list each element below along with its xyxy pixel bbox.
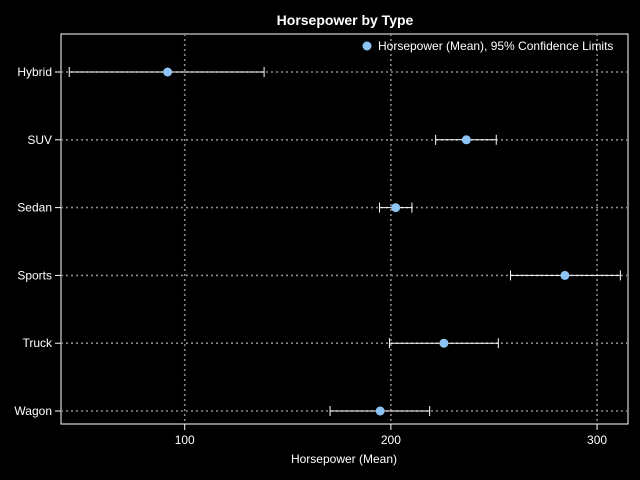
- y-tick-label: Truck: [22, 336, 53, 350]
- y-tick-label: Sports: [17, 268, 52, 282]
- legend-label: Horsepower (Mean), 95% Confidence Limits: [378, 39, 613, 53]
- mean-point: [375, 406, 385, 416]
- y-tick-label: Sedan: [17, 201, 52, 215]
- x-tick-label: 100: [175, 433, 195, 447]
- y-tick-label: SUV: [27, 133, 52, 147]
- mean-point: [439, 338, 449, 348]
- x-axis-label: Horsepower (Mean): [291, 452, 397, 466]
- mean-point: [163, 67, 173, 77]
- x-tick-label: 200: [381, 433, 401, 447]
- y-tick-label: Hybrid: [17, 65, 52, 79]
- y-tick-label: Wagon: [14, 404, 52, 418]
- mean-point: [461, 135, 471, 145]
- chart-title: Horsepower by Type: [277, 12, 414, 28]
- x-tick-label: 300: [587, 433, 607, 447]
- legend: Horsepower (Mean), 95% Confidence Limits: [362, 39, 613, 53]
- legend-marker: [362, 41, 372, 51]
- plot-frame: [60, 33, 629, 425]
- mean-point: [560, 270, 570, 280]
- mean-point: [391, 203, 401, 213]
- plot-area: 100 200 300 Hybrid SUV Sedan Sports Truck Wagon: [14, 33, 629, 447]
